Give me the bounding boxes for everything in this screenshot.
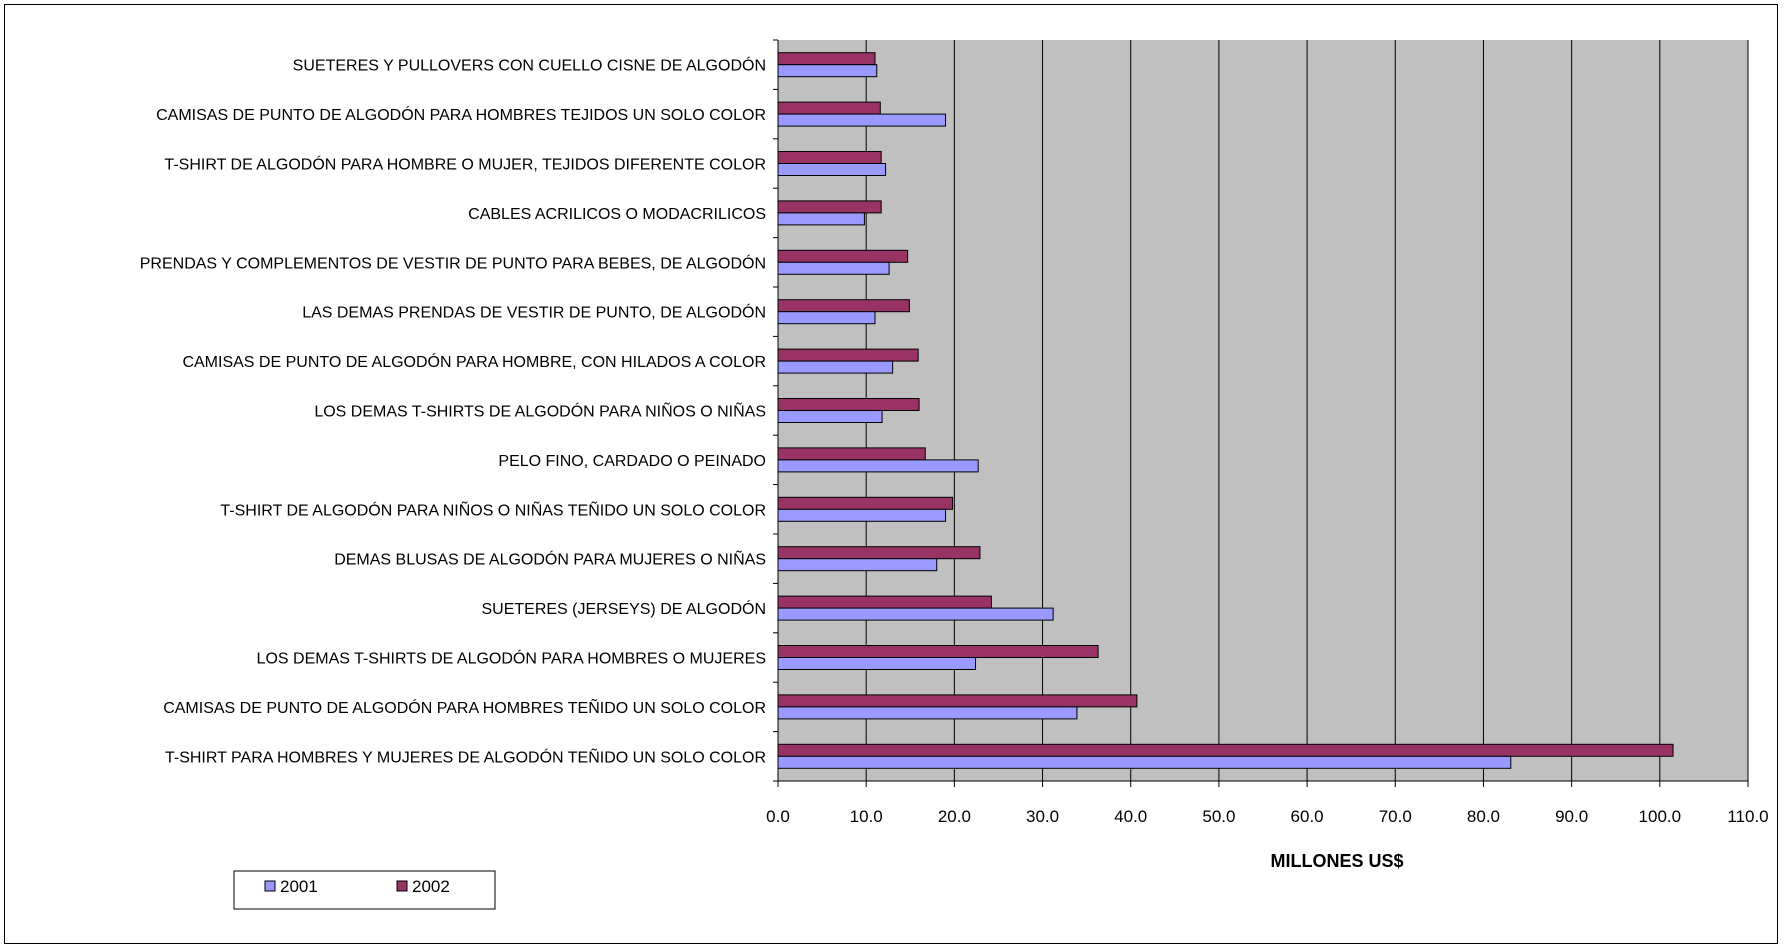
legend-box <box>233 870 496 910</box>
x-tick-label: 30.0 <box>1026 807 1059 826</box>
bar-2001 <box>777 360 894 374</box>
legend: 2001 2002 <box>233 870 496 910</box>
bar-2001 <box>777 311 876 325</box>
category-label: CAMISAS DE PUNTO DE ALGODÓN PARA HOMBRES… <box>156 105 766 124</box>
bar-2001 <box>777 558 938 572</box>
bar-2001 <box>777 163 887 176</box>
x-tick-label: 110.0 <box>1727 807 1768 826</box>
legend-label-2002: 2002 <box>412 877 450 896</box>
bar-2002 <box>777 447 926 461</box>
bar-2002 <box>777 249 909 263</box>
x-tick-label: 80.0 <box>1467 807 1500 826</box>
x-axis-title: MILLONES US$ <box>1270 851 1403 871</box>
x-tick-label: 40.0 <box>1114 807 1147 826</box>
bar-2001 <box>777 113 947 127</box>
bar-2002 <box>777 398 920 411</box>
bar-2001 <box>777 459 979 473</box>
category-label: T-SHIRT PARA HOMBRES Y MUJERES DE ALGODÓ… <box>165 746 766 766</box>
bar-2002 <box>777 694 1138 708</box>
x-tick-label: 50.0 <box>1202 807 1235 826</box>
x-tick-label: 70.0 <box>1379 807 1412 826</box>
bar-2001 <box>777 508 947 522</box>
bar-2002 <box>777 101 881 115</box>
bar-2002 <box>777 645 1099 658</box>
bar-2002 <box>777 200 882 214</box>
bar-2001 <box>777 755 1512 769</box>
bar-2002 <box>777 743 1674 757</box>
category-label: CABLES ACRILICOS O MODACRILICOS <box>468 206 766 223</box>
bar-2002 <box>777 348 919 362</box>
category-label: DEMAS BLUSAS DE ALGODÓN PARA MUJERES O N… <box>334 549 766 569</box>
bar-2002 <box>777 299 910 313</box>
legend-label-2001: 2001 <box>280 877 318 896</box>
category-label: SUETERES Y PULLOVERS CON CUELLO CISNE DE… <box>293 56 766 75</box>
category-label: PRENDAS Y COMPLEMENTOS DE VESTIR DE PUNT… <box>140 253 766 272</box>
category-label: CAMISAS DE PUNTO DE ALGODÓN PARA HOMBRES… <box>163 697 766 717</box>
x-tick-label: 20.0 <box>938 807 971 826</box>
category-label: T-SHIRT DE ALGODÓN PARA NIÑOS O NIÑAS TE… <box>220 499 766 519</box>
bar-2001 <box>777 64 878 78</box>
x-tick-label: 0.0 <box>766 807 790 826</box>
category-label: LOS DEMAS T-SHIRTS DE ALGODÓN PARA NIÑOS… <box>314 401 766 421</box>
tick-labels: 0.0 10.0 20.0 30.0 40.0 50.0 60.0 70.0 80.0 90.0 1… <box>766 807 1768 826</box>
bar-2001 <box>777 410 883 423</box>
bar-2001 <box>777 212 865 226</box>
legend-swatch-2001 <box>264 880 276 892</box>
bar-2002 <box>777 52 876 66</box>
x-tick-label: 60.0 <box>1291 807 1324 826</box>
bar-2002 <box>777 496 954 510</box>
category-label: LAS DEMAS PRENDAS DE VESTIR DE PUNTO, DE… <box>302 303 766 322</box>
bar-2001 <box>777 261 890 275</box>
bar-2002 <box>777 546 981 560</box>
bar-2001 <box>777 607 1054 621</box>
category-label: T-SHIRT DE ALGODÓN PARA HOMBRE O MUJER, … <box>164 155 766 174</box>
bars <box>777 52 1674 769</box>
category-label: PELO FINO, CARDADO O PEINADO <box>498 453 766 470</box>
bar-2002 <box>777 151 882 164</box>
category-label: CAMISAS DE PUNTO DE ALGODÓN PARA HOMBRE,… <box>182 352 766 371</box>
bar-2002 <box>777 595 992 609</box>
x-tick-label: 100.0 <box>1639 807 1682 826</box>
bar-2001 <box>777 706 1078 720</box>
category-label: LOS DEMAS T-SHIRTS DE ALGODÓN PARA HOMBR… <box>257 649 766 668</box>
legend-swatch-2002 <box>396 880 408 892</box>
axes <box>773 39 1749 787</box>
category-labels: SUETERES Y PULLOVERS CON CUELLO CISNE DE… <box>140 56 766 767</box>
x-tick-label: 90.0 <box>1555 807 1588 826</box>
x-tick-label: 10.0 <box>850 807 883 826</box>
bar-2001 <box>777 657 977 670</box>
category-label: SUETERES (JERSEYS) DE ALGODÓN <box>481 599 766 618</box>
